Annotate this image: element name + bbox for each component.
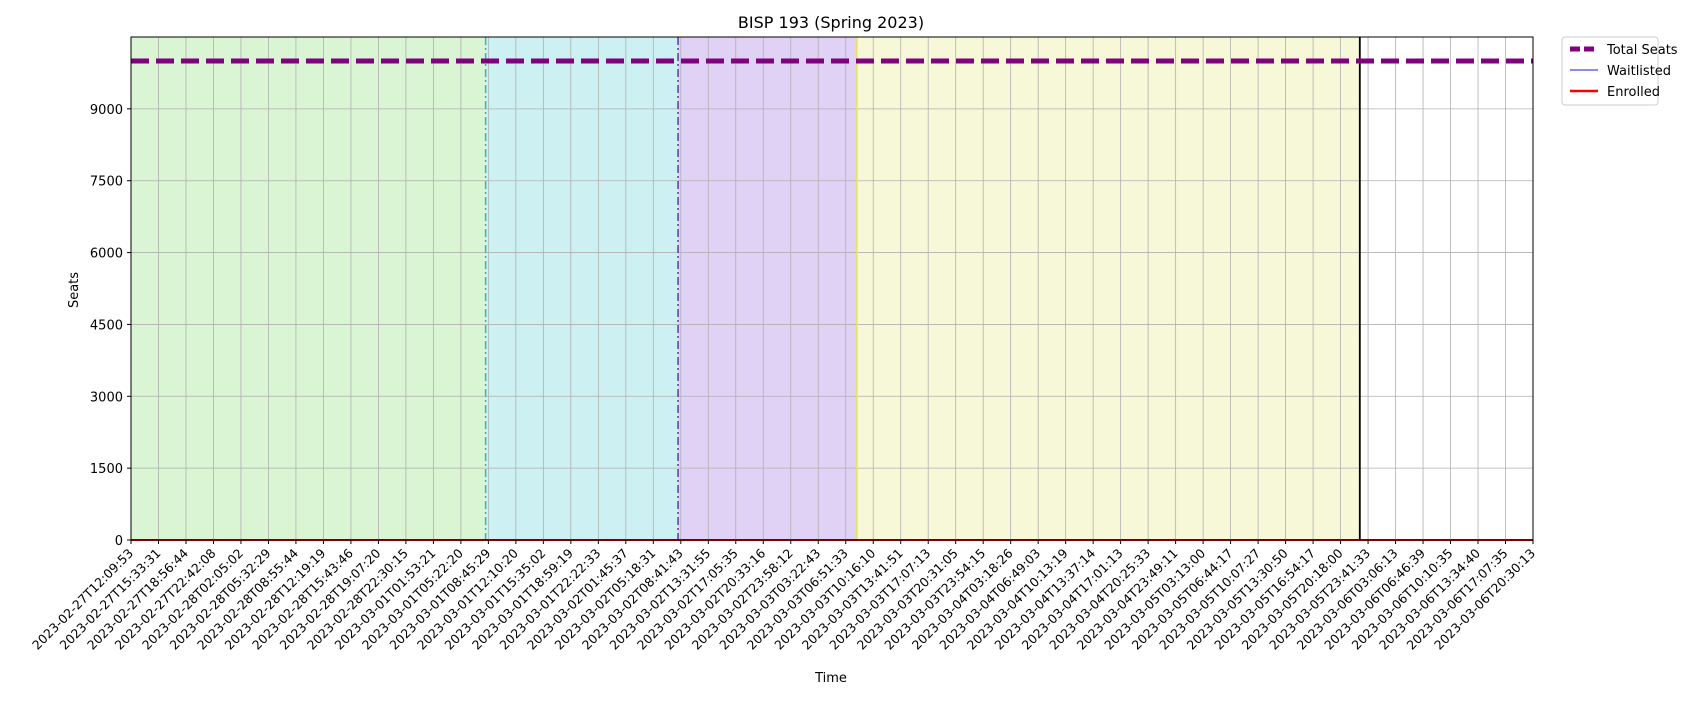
legend-label-total-seats: Total Seats <box>1606 43 1678 58</box>
x-axis-label: Time <box>814 671 847 686</box>
phase-markers <box>484 37 1361 540</box>
y-tick-label: 4500 <box>90 318 123 333</box>
phase-band-4 <box>856 37 1360 540</box>
phase-band-3 <box>678 37 857 540</box>
plot-frame <box>130 36 1534 541</box>
y-tick-label: 7500 <box>90 175 123 190</box>
y-tick-label: 0 <box>115 534 123 549</box>
y-tick-label: 9000 <box>90 103 123 118</box>
phase-band-1 <box>131 37 486 540</box>
y-tick-label: 3000 <box>90 390 123 405</box>
y-axis-label: Seats <box>67 272 82 308</box>
legend-label-waitlisted: Waitlisted <box>1607 64 1671 79</box>
phase-band-2 <box>485 37 679 540</box>
x-axis-ticks: 2023-02-27T12:09:532023-02-27T15:33:3120… <box>29 540 1538 653</box>
phase-backgrounds <box>131 37 1360 540</box>
y-tick-label: 6000 <box>90 247 123 262</box>
legend-label-enrolled: Enrolled <box>1607 85 1660 100</box>
chart-title: BISP 193 (Spring 2023) <box>738 13 924 32</box>
legend: Total Seats Waitlisted Enrolled <box>1561 36 1678 106</box>
y-tick-label: 1500 <box>90 462 123 477</box>
y-axis-ticks: 0 1500 3000 4500 6000 7500 9000 <box>90 103 131 549</box>
legend-box <box>1561 36 1659 106</box>
